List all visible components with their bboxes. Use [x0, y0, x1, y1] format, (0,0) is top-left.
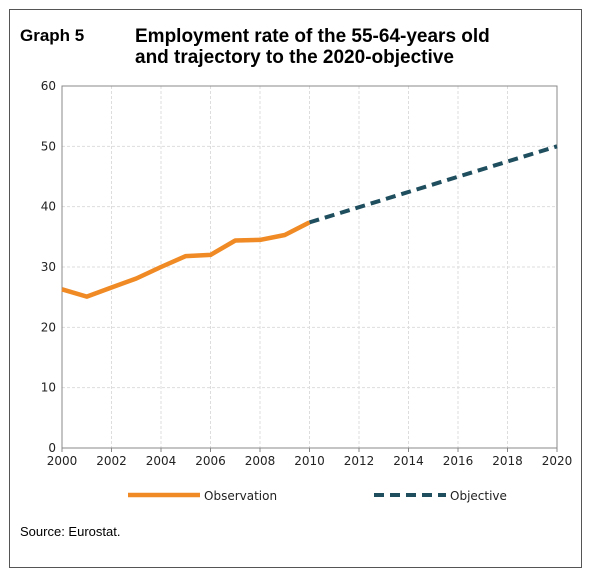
y-tick-label: 20: [41, 320, 56, 334]
x-tick-label: 2014: [393, 454, 424, 468]
chart-title: Employment rate of the 55-64-years old a…: [135, 26, 575, 68]
legend-label-objective: Objective: [450, 489, 507, 503]
x-tick-label: 2020: [542, 454, 573, 468]
chart-title-line2: and trajectory to the 2020-objective: [135, 47, 454, 68]
chart-title-line1: Employment rate of the 55-64-years old: [135, 26, 490, 47]
grid-lines: [62, 85, 557, 448]
y-tick-labels: 0 10 20 30 40 50 60: [41, 79, 56, 455]
x-tick-label: 2006: [195, 454, 226, 468]
y-tick-label: 60: [41, 79, 56, 93]
x-tick-label: 2016: [443, 454, 474, 468]
x-tick-labels: 2000 2002 2004 2006 2008 2010 2012 2014 2016 2018…: [47, 454, 573, 468]
graph-label: Graph 5: [20, 26, 85, 45]
series-line-objective: [308, 144, 558, 225]
x-tick-label: 2018: [492, 454, 523, 468]
x-tick-label: 2000: [47, 454, 78, 468]
x-tick-label: 2012: [344, 454, 375, 468]
x-tick-label: 2002: [96, 454, 127, 468]
source-note: Source: Eurostat.: [20, 524, 121, 539]
legend: Observation Objective: [128, 489, 507, 503]
x-tick-label: 2004: [146, 454, 177, 468]
series-line-observation: [61, 220, 311, 299]
y-tick-label: 30: [41, 260, 56, 274]
x-tick-label: 2008: [245, 454, 276, 468]
y-tick-label: 0: [48, 441, 56, 455]
legend-label-observation: Observation: [204, 489, 277, 503]
y-tick-label: 10: [41, 381, 56, 395]
y-tick-label: 40: [41, 200, 56, 214]
x-tick-label: 2010: [294, 454, 325, 468]
axes: [61, 85, 558, 452]
plot-area-border: [61, 85, 558, 449]
y-tick-label: 50: [41, 139, 56, 153]
series-lines: [61, 144, 558, 299]
